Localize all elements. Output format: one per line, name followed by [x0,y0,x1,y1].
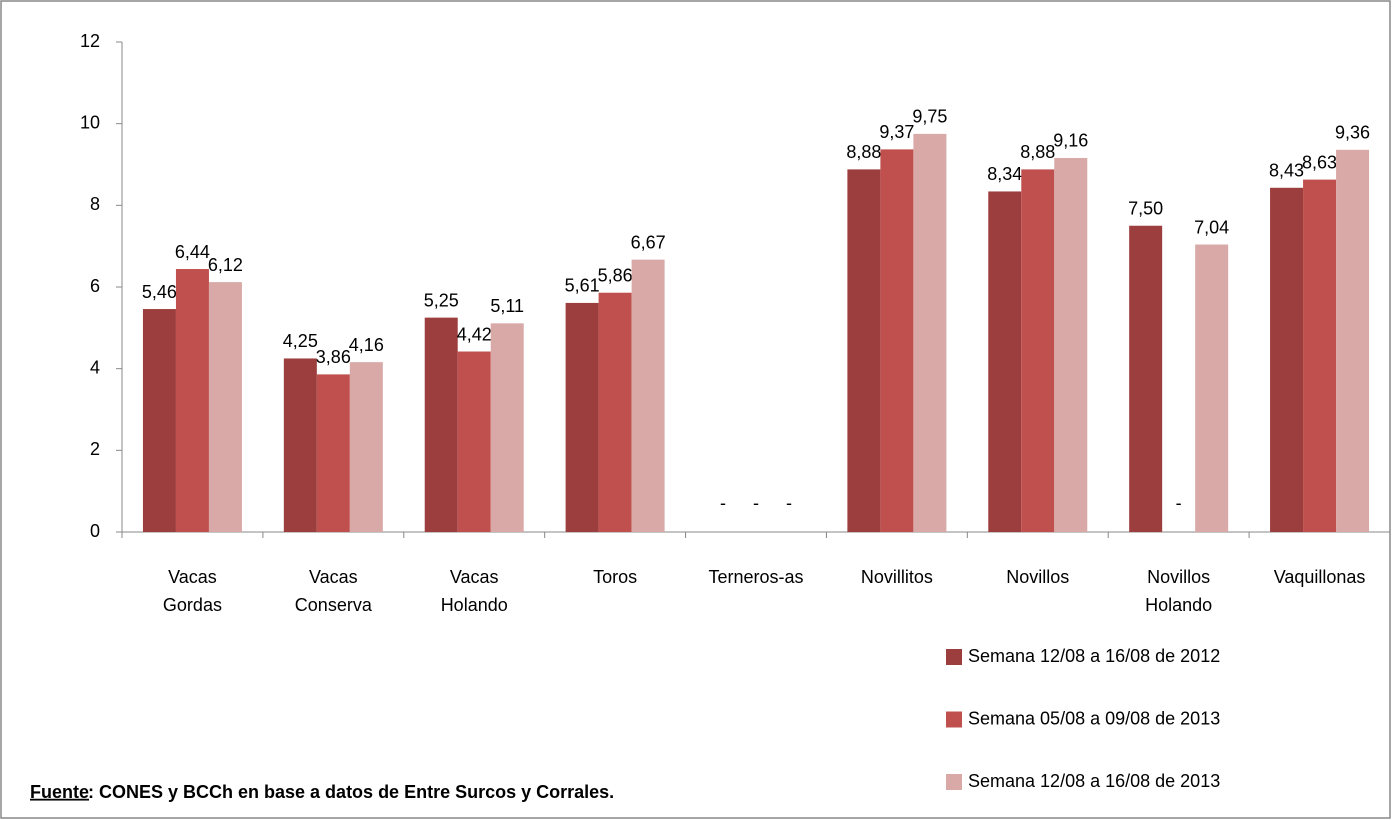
data-label: 4,42 [457,324,492,344]
legend-swatch [946,649,962,665]
bar [988,191,1022,532]
data-label: 8,63 [1302,152,1337,172]
data-label: 3,86 [316,347,351,367]
y-tick-label: 12 [80,31,100,51]
x-tick-label: Vacas [450,567,499,587]
bar [1270,187,1304,532]
bar [457,351,491,532]
legend-label: Semana 12/08 a 16/08 de 2013 [968,771,1220,791]
data-label: 4,25 [283,331,318,351]
data-label: - [720,493,726,513]
data-label: 7,50 [1128,199,1163,219]
bar [1303,179,1337,532]
data-label: 9,16 [1053,131,1088,151]
y-tick-label: 8 [90,194,100,214]
bar [349,362,383,532]
bar [1021,169,1055,532]
bar [913,133,947,532]
x-tick-label: Terneros-as [708,567,803,587]
data-label: 9,36 [1335,123,1370,143]
data-label: 5,61 [565,276,600,296]
bar [880,149,914,532]
x-tick-label: Novillos [1147,567,1210,587]
x-tick-label: Vacas [309,567,358,587]
data-label: 8,88 [846,142,881,162]
x-tick-label: Novillos [1006,567,1069,587]
bar [1054,157,1088,532]
data-label: 6,12 [208,255,243,275]
bar [598,292,632,532]
bar [142,309,176,532]
legend-swatch [946,711,962,728]
bar [631,259,665,532]
data-label: 5,25 [424,290,459,310]
y-tick-label: 4 [90,357,100,377]
data-label: - [786,493,792,513]
legend-label: Semana 12/08 a 16/08 de 2012 [968,646,1220,666]
bar [283,358,317,532]
y-tick-label: 10 [80,112,100,132]
x-tick-label: Holando [1145,595,1212,615]
bar [1195,244,1229,533]
bar [175,269,209,532]
y-tick-label: 2 [90,439,100,459]
bar [424,317,458,532]
data-label: 8,43 [1269,161,1304,181]
bar [490,323,524,532]
y-tick-label: 6 [90,276,100,296]
bar [847,169,881,532]
data-label: - [1176,493,1182,513]
data-label: 5,11 [490,296,524,316]
bar [316,374,350,532]
y-tick-label: 0 [90,521,100,541]
bar [1129,225,1163,532]
data-label: - [753,493,759,513]
data-label: 4,16 [349,335,384,355]
legend-swatch [946,774,962,790]
legend-label: Semana 05/08 a 09/08 de 2013 [968,708,1220,728]
source-label: Fuente [30,782,89,802]
data-label: 5,86 [598,265,633,285]
x-tick-label: Holando [441,595,508,615]
bar [208,282,242,532]
data-label: 7,04 [1194,217,1229,237]
x-tick-label: Novillitos [861,567,933,587]
bar [565,302,599,532]
data-label: 8,34 [987,164,1022,184]
x-tick-label: Gordas [163,595,222,615]
data-label: 5,46 [142,282,177,302]
data-label: 6,67 [631,232,666,252]
x-tick-label: Vacas [168,567,217,587]
x-tick-label: Conserva [295,595,373,615]
source: : CONES y BCCh en base a datos de Entre … [88,782,614,802]
data-label: 6,44 [175,242,210,262]
data-label: 9,37 [879,122,914,142]
x-tick-label: Vaquillonas [1274,567,1366,587]
data-label: 8,88 [1020,142,1055,162]
data-label: 9,75 [912,107,947,127]
bar [1336,149,1370,533]
x-tick-label: Toros [593,567,637,587]
